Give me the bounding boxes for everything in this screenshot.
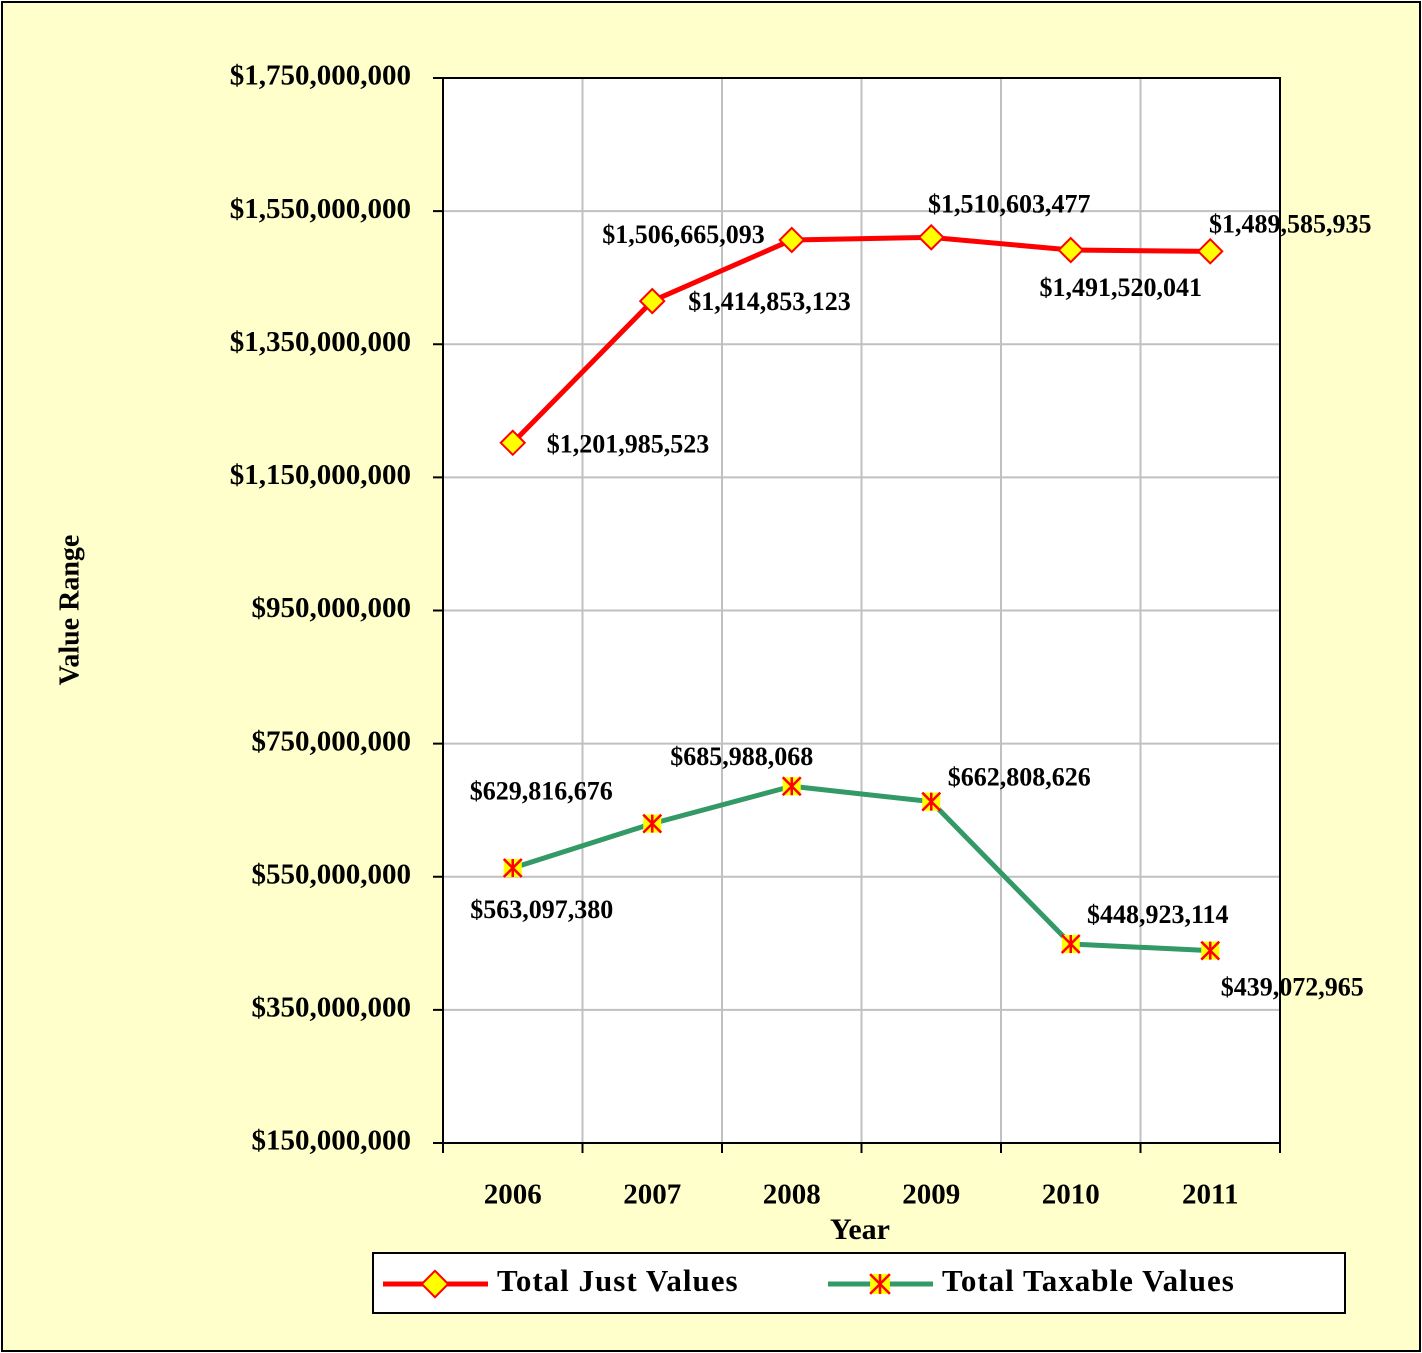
y-tick-label: $1,750,000,000 — [230, 60, 411, 92]
legend-label: Total Taxable Values — [942, 1263, 1235, 1298]
data-label: $1,414,853,123 — [688, 287, 851, 316]
x-tick-label: 2008 — [763, 1179, 821, 1211]
marker — [420, 1269, 450, 1299]
marker-shape — [917, 223, 945, 251]
data-label: $1,489,585,935 — [1209, 209, 1372, 238]
marker — [778, 226, 806, 254]
marker-shape — [869, 1273, 891, 1295]
y-tick-label: $550,000,000 — [252, 858, 412, 890]
plot-border — [442, 77, 1281, 1144]
marker — [502, 858, 523, 878]
y-tick-label: $350,000,000 — [252, 992, 412, 1024]
marker — [781, 776, 802, 797]
x-tick-label: 2009 — [902, 1179, 960, 1211]
marker — [1057, 236, 1085, 264]
marker — [1060, 934, 1081, 954]
marker-shape — [921, 791, 942, 812]
marker — [1200, 940, 1221, 961]
marker-shape — [502, 858, 523, 878]
data-label: $1,506,665,093 — [602, 220, 765, 249]
x-tick-label: 2011 — [1182, 1179, 1238, 1211]
marker-shape — [638, 287, 666, 315]
x-axis-title: Year — [830, 1213, 890, 1246]
data-label: $629,816,676 — [470, 777, 613, 806]
series-line — [510, 234, 1211, 445]
marker — [499, 429, 527, 457]
data-label: $448,923,114 — [1087, 900, 1229, 929]
data-label: $563,097,380 — [470, 895, 613, 924]
data-label: $1,491,520,041 — [1040, 273, 1203, 302]
x-tick-label: 2010 — [1042, 1179, 1100, 1211]
marker-shape — [1060, 934, 1081, 954]
marker — [1196, 237, 1224, 265]
x-tick-label: 2007 — [623, 1179, 681, 1211]
y-tick-label: $1,350,000,000 — [230, 326, 411, 358]
marker-shape — [1200, 940, 1221, 961]
x-tick-label: 2006 — [484, 1179, 542, 1211]
marker-shape — [778, 226, 806, 254]
marker-shape — [499, 429, 527, 457]
data-label: $439,072,965 — [1221, 973, 1364, 1002]
marker — [642, 813, 663, 834]
y-tick-label: $1,150,000,000 — [230, 459, 411, 491]
data-label: $685,988,068 — [670, 742, 813, 771]
y-tick-label: $1,550,000,000 — [230, 193, 411, 225]
series-line — [511, 783, 1211, 954]
marker-shape — [781, 776, 802, 797]
data-label: $1,510,603,477 — [928, 189, 1091, 218]
y-tick-label: $750,000,000 — [252, 725, 412, 757]
marker — [917, 223, 945, 251]
marker-shape — [1057, 236, 1085, 264]
y-tick-label: $950,000,000 — [252, 592, 412, 624]
y-axis-title: Value Range — [54, 535, 85, 686]
marker-shape — [420, 1269, 450, 1299]
data-label: $662,808,626 — [948, 763, 1091, 792]
legend-label: Total Just Values — [497, 1263, 739, 1298]
marker-shape — [1196, 237, 1224, 265]
marker — [869, 1273, 891, 1295]
y-tick-label: $150,000,000 — [252, 1125, 412, 1157]
marker-shape — [642, 813, 663, 834]
marker — [921, 791, 942, 812]
data-label: $1,201,985,523 — [547, 430, 710, 459]
marker — [638, 287, 666, 315]
